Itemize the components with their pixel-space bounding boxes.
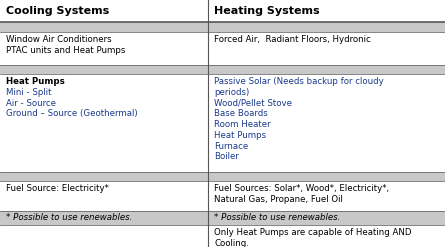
Bar [0,211,445,225]
Text: * Possible to use renewables.: * Possible to use renewables. [214,213,340,223]
Bar [0,172,445,181]
Text: periods): periods) [214,88,249,97]
Bar [0,181,445,211]
Text: Room Heater: Room Heater [214,120,271,129]
Bar [0,32,445,65]
Bar [0,22,445,32]
Text: * Possible to use renewables.: * Possible to use renewables. [6,213,132,223]
Text: Fuel Sources: Solar*, Wood*, Electricity*,: Fuel Sources: Solar*, Wood*, Electricity… [214,184,389,193]
Text: Air - Source: Air - Source [6,99,56,107]
Text: Heating Systems: Heating Systems [214,6,320,16]
Text: Base Boards: Base Boards [214,109,268,118]
Text: Mini - Split: Mini - Split [6,88,51,97]
Text: Cooling Systems: Cooling Systems [6,6,109,16]
Text: Fuel Source: Electricity*: Fuel Source: Electricity* [6,184,109,193]
Text: Furnace: Furnace [214,142,248,151]
Text: Ground – Source (Geothermal): Ground – Source (Geothermal) [6,109,138,118]
Text: Window Air Conditioners: Window Air Conditioners [6,35,111,44]
Text: Wood/Pellet Stove: Wood/Pellet Stove [214,99,292,107]
Text: Heat Pumps: Heat Pumps [214,131,266,140]
Bar [0,65,445,74]
Bar [0,225,445,247]
Bar [0,74,445,172]
Text: Forced Air,  Radiant Floors, Hydronic: Forced Air, Radiant Floors, Hydronic [214,35,371,44]
Bar [0,0,445,22]
Text: Passive Solar (Needs backup for cloudy: Passive Solar (Needs backup for cloudy [214,77,384,86]
Text: PTAC units and Heat Pumps: PTAC units and Heat Pumps [6,46,125,55]
Text: Heat Pumps: Heat Pumps [6,77,65,86]
Text: Boiler: Boiler [214,152,239,161]
Text: Cooling.: Cooling. [214,239,249,247]
Text: Natural Gas, Propane, Fuel Oil: Natural Gas, Propane, Fuel Oil [214,195,343,204]
Text: Only Heat Pumps are capable of Heating AND: Only Heat Pumps are capable of Heating A… [214,228,412,237]
